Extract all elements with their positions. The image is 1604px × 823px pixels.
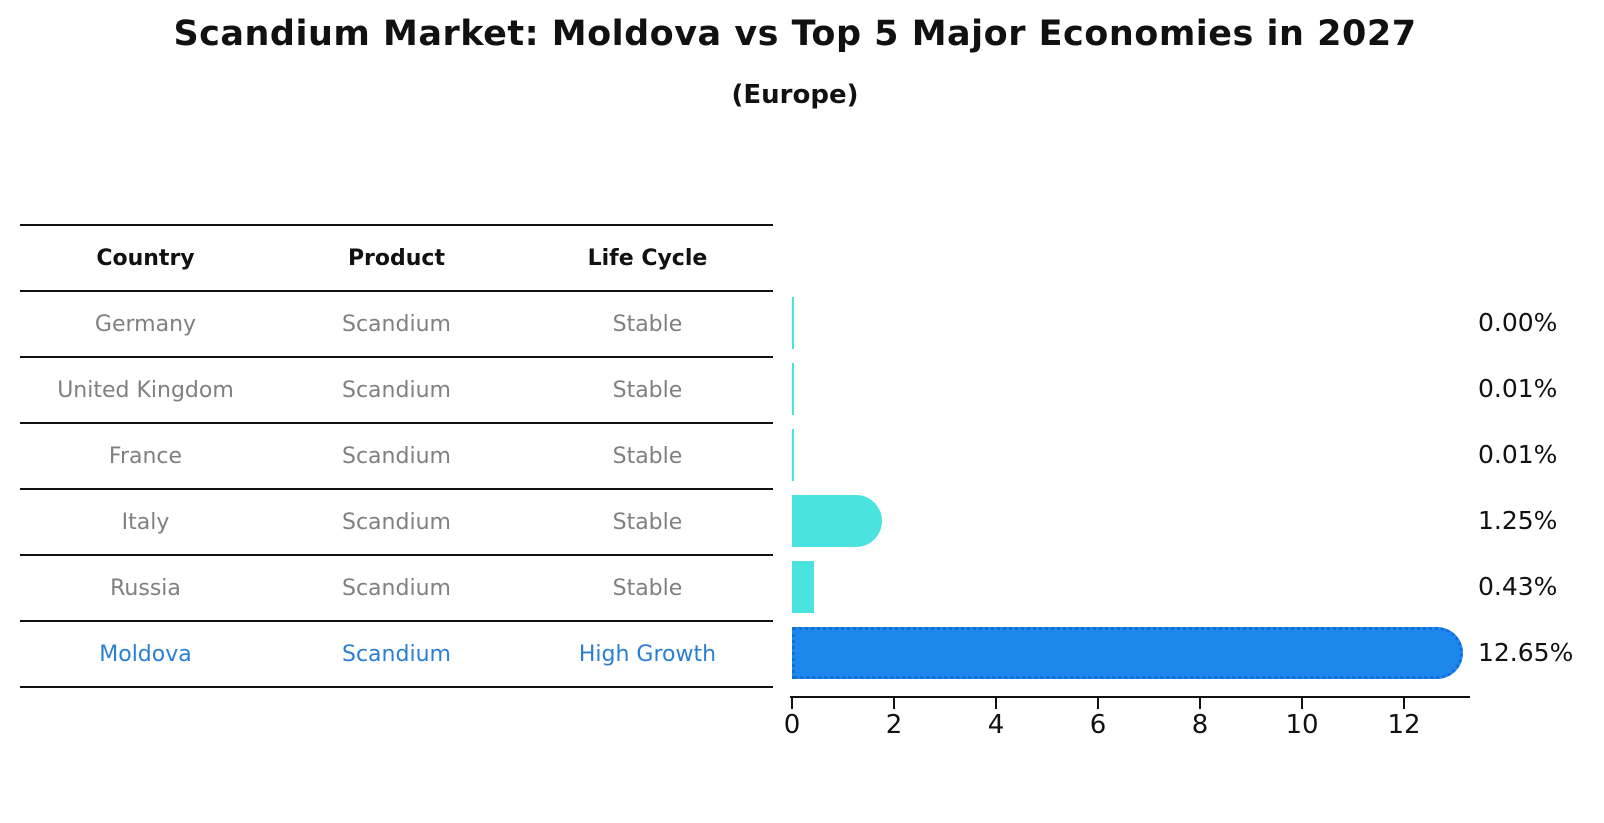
cell-lifecycle: Stable [612,443,683,469]
x-axis-line [790,696,1470,698]
bar-italy [792,495,882,547]
table-header-row: Country Product Life Cycle [20,224,773,292]
country-table: Country Product Life Cycle Germany Scand… [20,224,773,688]
cell-product: Scandium [342,377,451,403]
value-label: 12.65% [1478,638,1574,667]
x-axis-tick-label: 2 [885,710,903,740]
chart-title: Scandium Market: Moldova vs Top 5 Major … [173,14,1417,54]
bar-russia [792,561,814,613]
cell-lifecycle: Stable [612,575,683,601]
cell-country: Moldova [99,641,192,667]
cell-country: Germany [94,311,197,337]
x-axis-tick-label: 4 [987,710,1005,740]
bar-moldova [792,627,1463,679]
table-row: Moldova Scandium High Growth [20,622,773,688]
cell-product: Scandium [342,509,451,535]
table-row: Germany Scandium Stable [20,292,773,358]
table-row: Russia Scandium Stable [20,556,773,622]
cell-product: Scandium [342,641,451,667]
value-label: 0.01% [1478,440,1558,469]
cell-country: Russia [110,575,181,601]
x-axis-tick-label: 10 [1285,710,1319,740]
x-axis-tick [893,698,895,709]
x-axis-tick-label: 0 [783,710,801,740]
cell-product: Scandium [342,575,451,601]
table-row: Italy Scandium Stable [20,490,773,556]
bar-france [792,429,794,481]
x-axis-tick [1301,698,1303,709]
x-axis-tick-label: 8 [1191,710,1209,740]
x-axis-tick [791,698,793,709]
chart-subtitle: (Europe) [731,80,859,110]
x-axis-tick [1403,698,1405,709]
cell-product: Scandium [342,443,451,469]
cell-country: Italy [121,509,170,535]
cell-country: United Kingdom [57,377,234,403]
cell-lifecycle: High Growth [578,641,717,667]
cell-product: Scandium [342,311,451,337]
value-label: 1.25% [1478,506,1558,535]
x-axis-tick [1199,698,1201,709]
cell-lifecycle: Stable [612,377,683,403]
table-row: France Scandium Stable [20,424,773,490]
table-row: United Kingdom Scandium Stable [20,358,773,424]
value-label: 0.43% [1478,572,1558,601]
x-axis-tick-label: 6 [1089,710,1107,740]
column-header-lifecycle: Life Cycle [587,245,708,271]
x-axis-tick [995,698,997,709]
bar-united-kingdom [792,363,794,415]
value-label: 0.01% [1478,374,1558,403]
x-axis-tick-label: 12 [1387,710,1421,740]
cell-lifecycle: Stable [612,311,683,337]
column-header-country: Country [96,245,195,271]
cell-lifecycle: Stable [612,509,683,535]
value-label: 0.00% [1478,308,1558,337]
cell-country: France [108,443,183,469]
x-axis-tick [1097,698,1099,709]
bar-germany [792,297,794,349]
column-header-product: Product [347,245,445,271]
